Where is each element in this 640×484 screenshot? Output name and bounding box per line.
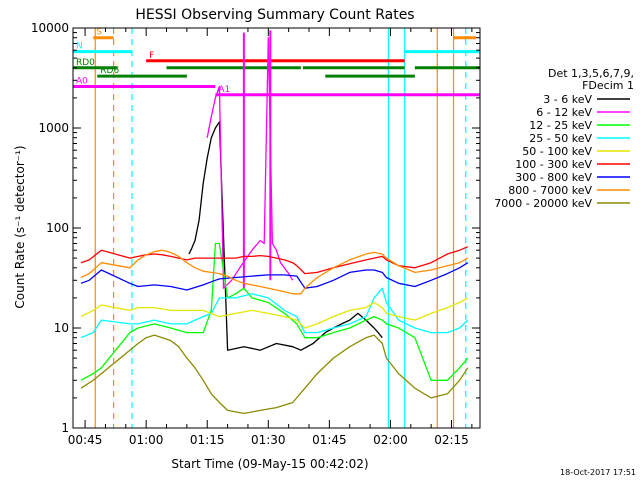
flag-label-a1: A1 xyxy=(218,85,230,95)
axes: S N F RD0 RD6 A0 A1 00:45 01:00 01:15 01:30 01:45 02… xyxy=(31,21,481,447)
legend-header-0: Det 1,3,5,6,7,9, xyxy=(548,67,634,80)
chart-title: HESSI Observing Summary Count Rates xyxy=(135,7,414,23)
series-line-2 xyxy=(80,242,469,381)
legend-label-8: 7000 - 20000 keV xyxy=(494,197,592,210)
series-line-5 xyxy=(80,246,469,275)
x-tick-label-4: 01:45 xyxy=(312,433,347,447)
series-line-0 xyxy=(188,121,383,351)
y-tick-label-1: 10 xyxy=(54,321,69,335)
y-tick-label-2: 100 xyxy=(46,221,69,235)
y-tick-label-0: 1 xyxy=(61,421,69,435)
footer-timestamp: 18-Oct-2017 17:51 xyxy=(560,468,636,477)
plot-area xyxy=(73,28,480,428)
legend-label-5: 100 - 300 keV xyxy=(515,158,592,171)
series-line-7 xyxy=(80,249,469,295)
y-axis-label: Count Rate (s⁻¹ detector⁻¹) xyxy=(13,145,27,308)
flag-label-f: F xyxy=(149,51,154,61)
x-tick-label-6: 02:15 xyxy=(434,433,469,447)
flag-label-s: S xyxy=(96,28,102,38)
legend-label-2: 12 - 25 keV xyxy=(529,119,592,132)
series-line-4 xyxy=(80,297,469,329)
flag-label-n: N xyxy=(76,42,83,52)
flag-label-a0: A0 xyxy=(76,77,88,87)
series-line-1 xyxy=(206,37,294,289)
x-tick-label-3: 01:30 xyxy=(251,433,286,447)
series-line-8 xyxy=(80,334,469,415)
series-line-6 xyxy=(80,262,469,291)
x-axis-label: Start Time (09-May-15 00:42:02) xyxy=(171,457,368,471)
legend-label-3: 25 - 50 keV xyxy=(529,132,592,145)
legend-label-1: 6 - 12 keV xyxy=(536,106,592,119)
y-tick-label-4: 10000 xyxy=(31,21,69,35)
legend-label-7: 800 - 7000 keV xyxy=(508,184,592,197)
flag-label-rd0: RD0 xyxy=(76,58,95,68)
series-line-3 xyxy=(80,287,469,339)
y-tick-label-3: 1000 xyxy=(38,121,69,135)
flag-label-rd6: RD6 xyxy=(100,66,119,76)
legend-label-0: 3 - 6 keV xyxy=(543,93,592,106)
x-tick-label-5: 02:00 xyxy=(373,433,408,447)
x-tick-label-0: 00:45 xyxy=(68,433,103,447)
legend-label-4: 50 - 100 keV xyxy=(522,145,592,158)
x-tick-label-1: 01:00 xyxy=(129,433,164,447)
legend-header-1: FDecim 1 xyxy=(582,79,634,92)
legend-label-6: 300 - 800 keV xyxy=(515,171,592,184)
x-tick-label-2: 01:15 xyxy=(190,433,225,447)
